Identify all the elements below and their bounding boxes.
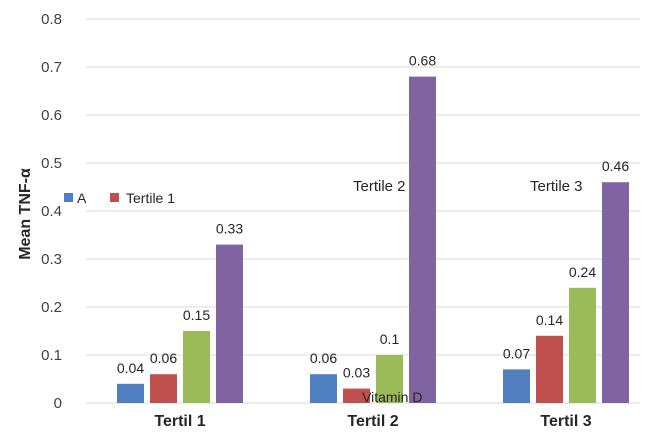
bar	[569, 287, 596, 403]
data-label: 0.14	[536, 312, 563, 328]
legend-swatch-tertile-1	[110, 193, 119, 202]
x-axis-categories: Tertil 1 Tertil 2 Tertil 3	[154, 413, 591, 430]
y-tick-label: 0.5	[41, 155, 62, 172]
x-category-label: Tertil 2	[347, 413, 398, 430]
data-label: 0.04	[117, 360, 144, 376]
bars	[117, 76, 629, 403]
legend-swatch-a	[64, 193, 73, 202]
y-tick-label: 0.7	[41, 59, 62, 76]
legend-label-tertile-1: Tertile 1	[126, 190, 175, 206]
x-category-label: Tertil 1	[154, 413, 205, 430]
bar	[409, 76, 436, 403]
annotation-tertile-2: Tertile 2	[353, 178, 406, 195]
bar	[117, 383, 144, 403]
gridlines	[86, 18, 640, 404]
bar	[150, 374, 177, 403]
x-category-label: Tertil 3	[540, 413, 591, 430]
bar	[216, 244, 243, 403]
annotation-vitamin-d: Vitamin D	[362, 389, 422, 405]
bar	[343, 388, 370, 403]
annotation-tertile-3: Tertile 3	[530, 178, 583, 195]
data-label: 0.1	[380, 331, 400, 347]
data-label: 0.06	[150, 350, 177, 366]
data-label: 0.15	[183, 307, 210, 323]
bar	[536, 335, 563, 403]
data-labels: 0.04 0.06 0.15 0.33 0.06 0.03 0.1 0.68 0.07 0.14 0…	[117, 53, 629, 381]
data-label: 0.68	[409, 53, 436, 69]
legend-label-a: A	[77, 190, 87, 206]
bar	[310, 374, 337, 403]
bar	[602, 182, 629, 403]
bar	[376, 355, 403, 403]
data-label: 0.24	[569, 264, 596, 280]
y-tick-label: 0.2	[41, 299, 62, 316]
y-tick-label: 0.6	[41, 107, 62, 124]
y-axis-label: Mean TNF-α	[17, 168, 34, 260]
bar	[503, 369, 530, 403]
data-label: 0.06	[310, 350, 337, 366]
y-tick-label: 0.3	[41, 251, 62, 268]
data-label: 0.07	[503, 345, 530, 361]
data-label: 0.33	[216, 221, 243, 237]
y-tick-label: 0.4	[41, 203, 62, 220]
y-tick-label: 0.8	[41, 11, 62, 28]
bar	[183, 331, 210, 403]
y-tick-label: 0	[54, 395, 62, 412]
data-label: 0.46	[602, 158, 629, 174]
data-label: 0.03	[343, 365, 370, 381]
y-axis-ticks: 0 0.1 0.2 0.3 0.4 0.5 0.6 0.7 0.8	[41, 11, 62, 412]
legend: A Tertile 1	[64, 190, 175, 206]
y-tick-label: 0.1	[41, 347, 62, 364]
